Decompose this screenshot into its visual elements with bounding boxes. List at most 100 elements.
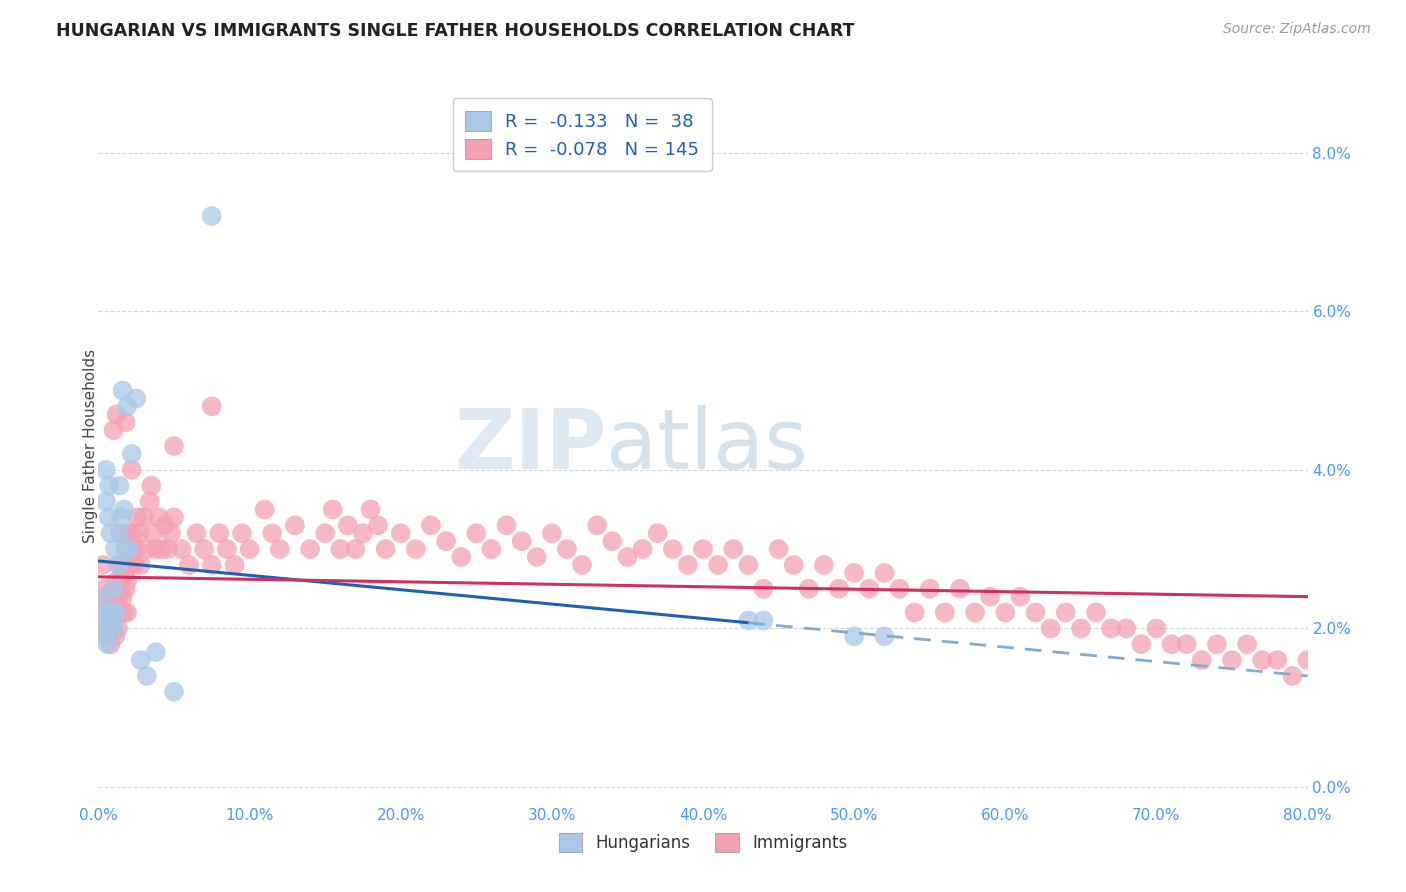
Point — [322, 502, 344, 516]
Point — [253, 502, 276, 516]
Point — [124, 558, 146, 572]
Point — [389, 526, 412, 541]
Point — [94, 621, 117, 635]
Point — [103, 423, 125, 437]
Point — [101, 606, 124, 620]
Point — [481, 542, 503, 557]
Point — [94, 606, 117, 620]
Point — [114, 582, 136, 596]
Point — [111, 558, 134, 572]
Point — [889, 582, 911, 596]
Point — [201, 209, 224, 223]
Point — [104, 542, 127, 557]
Point — [215, 542, 238, 557]
Y-axis label: Single Father Households: Single Father Households — [83, 349, 97, 543]
Point — [186, 526, 208, 541]
Legend: Hungarians, Immigrants: Hungarians, Immigrants — [553, 827, 853, 859]
Point — [752, 582, 775, 596]
Point — [1220, 653, 1243, 667]
Point — [450, 549, 472, 564]
Point — [934, 606, 956, 620]
Point — [737, 614, 759, 628]
Text: Source: ZipAtlas.com: Source: ZipAtlas.com — [1223, 22, 1371, 37]
Point — [1115, 621, 1137, 635]
Point — [105, 606, 128, 620]
Point — [156, 542, 179, 557]
Point — [979, 590, 1001, 604]
Point — [208, 526, 231, 541]
Point — [98, 598, 121, 612]
Point — [94, 494, 117, 508]
Point — [103, 582, 125, 596]
Point — [160, 526, 183, 541]
Point — [112, 606, 135, 620]
Point — [571, 558, 593, 572]
Point — [141, 478, 163, 492]
Point — [98, 510, 121, 524]
Point — [135, 542, 157, 557]
Point — [121, 463, 143, 477]
Point — [112, 502, 135, 516]
Point — [96, 629, 118, 643]
Point — [231, 526, 253, 541]
Point — [737, 558, 759, 572]
Point — [783, 558, 806, 572]
Point — [98, 478, 121, 492]
Point — [707, 558, 730, 572]
Point — [96, 606, 118, 620]
Point — [112, 566, 135, 580]
Point — [314, 526, 336, 541]
Point — [105, 606, 128, 620]
Point — [142, 526, 165, 541]
Point — [949, 582, 972, 596]
Point — [98, 614, 121, 628]
Point — [163, 685, 186, 699]
Point — [1070, 621, 1092, 635]
Point — [107, 590, 129, 604]
Point — [101, 590, 124, 604]
Point — [374, 542, 396, 557]
Point — [844, 566, 866, 580]
Point — [115, 400, 138, 414]
Point — [93, 582, 115, 596]
Point — [100, 621, 122, 635]
Point — [1175, 637, 1198, 651]
Point — [299, 542, 322, 557]
Point — [108, 526, 131, 541]
Point — [110, 574, 132, 588]
Point — [115, 574, 138, 588]
Point — [224, 558, 246, 572]
Point — [110, 526, 132, 541]
Point — [284, 518, 307, 533]
Point — [129, 558, 152, 572]
Text: ZIP: ZIP — [454, 406, 606, 486]
Point — [201, 400, 224, 414]
Point — [602, 534, 624, 549]
Point — [844, 629, 866, 643]
Point — [1236, 637, 1258, 651]
Point — [145, 645, 167, 659]
Point — [465, 526, 488, 541]
Point — [111, 384, 134, 398]
Point — [163, 510, 186, 524]
Point — [163, 439, 186, 453]
Point — [103, 621, 125, 635]
Point — [107, 558, 129, 572]
Point — [111, 590, 134, 604]
Point — [91, 621, 114, 635]
Point — [858, 582, 880, 596]
Point — [105, 407, 128, 421]
Point — [104, 598, 127, 612]
Point — [201, 558, 224, 572]
Point — [1039, 621, 1062, 635]
Point — [586, 518, 609, 533]
Point — [145, 542, 167, 557]
Point — [1054, 606, 1077, 620]
Point — [93, 614, 115, 628]
Point — [797, 582, 820, 596]
Point — [96, 606, 118, 620]
Point — [813, 558, 835, 572]
Point — [1251, 653, 1274, 667]
Point — [114, 542, 136, 557]
Text: HUNGARIAN VS IMMIGRANTS SINGLE FATHER HOUSEHOLDS CORRELATION CHART: HUNGARIAN VS IMMIGRANTS SINGLE FATHER HO… — [56, 22, 855, 40]
